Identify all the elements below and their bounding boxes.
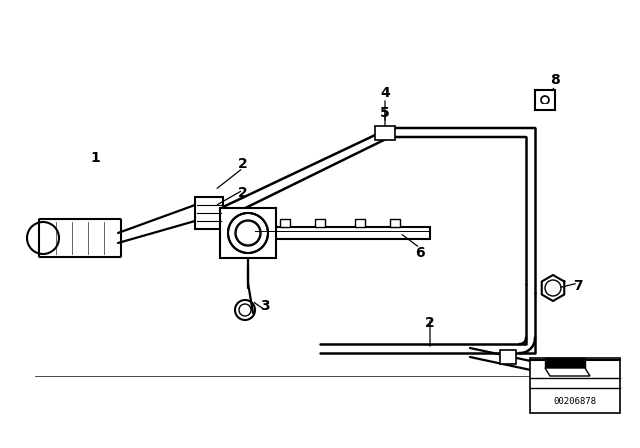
- Text: 4: 4: [380, 86, 390, 100]
- Text: 5: 5: [380, 106, 390, 120]
- Bar: [500, 350, 516, 364]
- Text: 2: 2: [238, 157, 248, 171]
- Bar: [315, 219, 325, 227]
- Text: 6: 6: [415, 246, 425, 260]
- Bar: [195, 197, 223, 229]
- Text: 2: 2: [425, 316, 435, 330]
- Bar: [220, 208, 276, 258]
- Text: 00206878: 00206878: [554, 396, 596, 405]
- Bar: [355, 219, 365, 227]
- Bar: [255, 227, 430, 239]
- Bar: [390, 219, 400, 227]
- Text: 8: 8: [550, 73, 560, 87]
- Text: 2: 2: [238, 186, 248, 200]
- Bar: [280, 219, 290, 227]
- Text: 3: 3: [260, 299, 270, 313]
- FancyBboxPatch shape: [39, 219, 121, 257]
- Bar: [375, 126, 395, 140]
- Bar: [535, 90, 555, 110]
- Text: 7: 7: [573, 279, 583, 293]
- Text: 1: 1: [90, 151, 100, 165]
- Bar: [530, 358, 620, 413]
- Polygon shape: [545, 368, 590, 376]
- Polygon shape: [545, 358, 585, 368]
